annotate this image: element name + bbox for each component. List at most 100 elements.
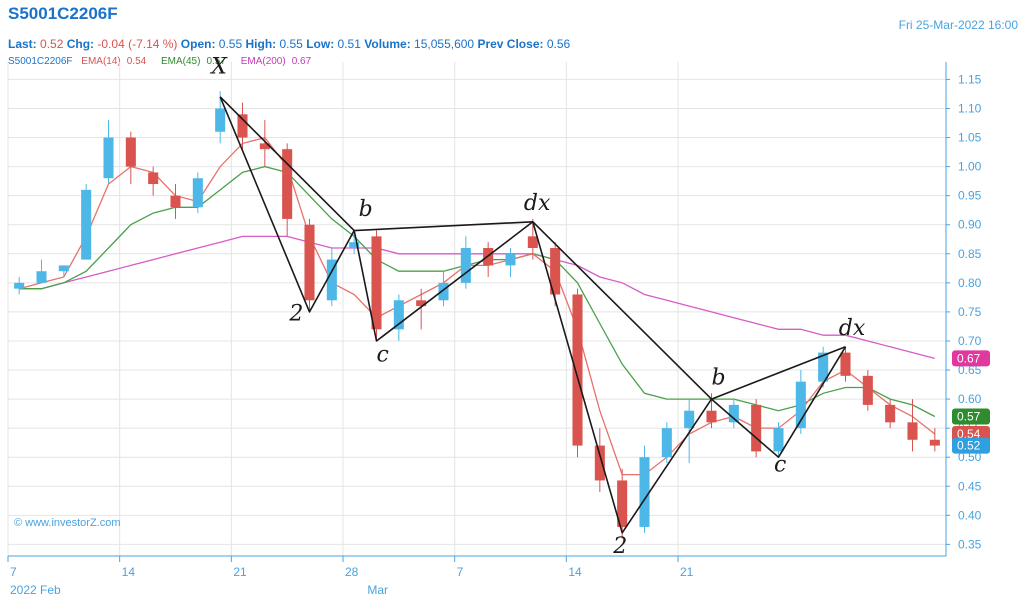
candle-body[interactable] (36, 271, 47, 283)
y-tick-label: 0.95 (958, 189, 982, 203)
annotation-line (219, 96, 355, 232)
legend-ema14-value: 0.54 (126, 56, 147, 67)
y-tick-label: 0.40 (958, 508, 982, 522)
annotation-label: X (209, 55, 228, 80)
candle-body[interactable] (371, 236, 382, 330)
price-badge (952, 408, 990, 425)
y-tick-label: 0.75 (958, 305, 982, 319)
candle-body[interactable] (259, 143, 270, 150)
candle-body[interactable] (527, 236, 538, 248)
last-value: 0.52 (40, 37, 64, 51)
x-tick-label: 28 (345, 565, 359, 579)
legend-ema45-value: 0.57 (206, 56, 226, 67)
high-label: High: (245, 37, 277, 51)
candle-body[interactable] (416, 300, 427, 307)
x-tick-label: 14 (568, 565, 582, 579)
legend-symbol: S5001C2206F (8, 56, 73, 67)
annotation-label: 2 (288, 302, 303, 327)
candle-body[interactable] (885, 404, 896, 423)
y-tick-label: 0.70 (958, 334, 982, 348)
x-tick-label: 21 (233, 565, 247, 579)
candle-body[interactable] (840, 352, 851, 376)
candle-body[interactable] (58, 265, 69, 272)
candle-body[interactable] (460, 247, 471, 283)
annotation-label: b (712, 366, 726, 391)
low-value: 0.51 (337, 37, 361, 51)
candle-body[interactable] (349, 242, 360, 248)
ema-line-ema45 (19, 165, 936, 418)
candle-body[interactable] (148, 172, 159, 185)
candle-body[interactable] (818, 352, 829, 382)
candle-body[interactable] (192, 178, 203, 208)
candle-body[interactable] (572, 294, 583, 446)
annotation-zigzag (219, 96, 847, 534)
candle-body[interactable] (751, 404, 762, 452)
y-tick-label: 0.35 (958, 537, 982, 551)
y-tick-label: 0.50 (958, 450, 982, 464)
candle-body[interactable] (304, 224, 315, 301)
chart-datetime: Fri 25-Mar-2022 16:00 (898, 18, 1018, 32)
legend-ema200-value: 0.67 (291, 56, 312, 67)
candle-body[interactable] (617, 480, 628, 527)
candle-body[interactable] (326, 259, 337, 301)
ema-line-ema14 (19, 136, 936, 476)
candle-body[interactable] (393, 300, 404, 330)
y-tick-label: 1.05 (958, 131, 982, 145)
candle-body[interactable] (661, 428, 672, 458)
x-month-label: Mar (367, 583, 388, 597)
price-badge-label: 0.54 (957, 427, 981, 441)
quote-stats: Last: 0.52 Chg: -0.04 (-7.14 %) Open: 0.… (8, 37, 570, 51)
chg-value: -0.04 (-7.14 %) (97, 37, 178, 51)
candle-body[interactable] (728, 404, 739, 423)
candle-body[interactable] (125, 137, 136, 167)
ema-line-ema200 (19, 235, 935, 360)
candle-body[interactable] (505, 253, 516, 266)
annotation-label: c (774, 453, 786, 478)
annotation-label: dx (839, 316, 866, 341)
candle-body[interactable] (706, 410, 717, 423)
candle-body[interactable] (215, 108, 226, 132)
annotation-label: c (377, 342, 389, 367)
x-tick-label: 14 (122, 565, 136, 579)
y-tick-label: 0.90 (958, 218, 982, 232)
annotation-line (354, 221, 533, 232)
prev-close-value: 0.56 (546, 37, 571, 51)
candle-body[interactable] (862, 375, 873, 405)
candle-body[interactable] (438, 282, 449, 301)
candle-body[interactable] (103, 137, 114, 179)
prev-close-label: Prev Close: (477, 37, 544, 51)
volume-value: 15,055,600 (414, 37, 475, 51)
candle-body[interactable] (684, 410, 695, 429)
candle-body[interactable] (237, 114, 248, 138)
candle-body[interactable] (170, 195, 181, 208)
copyright-text: © www.investorZ.com (14, 517, 121, 529)
y-tick-label: 0.60 (958, 392, 982, 406)
price-badge-label: 0.57 (957, 410, 981, 424)
candle-body[interactable] (639, 457, 650, 527)
candle-body[interactable] (773, 428, 784, 452)
chg-label: Chg: (66, 37, 95, 51)
price-badge-label: 0.52 (957, 439, 981, 453)
y-tick-label: 0.45 (958, 479, 982, 493)
high-value: 0.55 (279, 37, 303, 51)
price-badge-label: 0.67 (957, 351, 981, 365)
candle-body[interactable] (929, 439, 940, 446)
candle-body[interactable] (795, 381, 806, 429)
indicator-legend: S5001C2206F EMA(14) 0.54 EMA(45) 0.57 EMA(… (8, 56, 323, 67)
candle-body[interactable] (14, 282, 25, 289)
candle-body[interactable] (282, 149, 293, 219)
price-badge (952, 437, 990, 454)
candle-body[interactable] (550, 247, 561, 295)
candle-body[interactable] (907, 422, 918, 440)
y-tick-label: 1.15 (958, 72, 982, 86)
candle-body[interactable] (81, 189, 92, 260)
legend-ema14-label: EMA(14) (81, 56, 121, 67)
annotation-label: b (359, 197, 373, 222)
annotation-line (532, 221, 713, 400)
legend-ema45: EMA(45) 0.57 (161, 56, 232, 67)
candle-body[interactable] (594, 445, 605, 481)
y-tick-label: 1.00 (958, 160, 982, 174)
x-tick-label: 21 (680, 565, 694, 579)
last-label: Last: (8, 37, 37, 51)
